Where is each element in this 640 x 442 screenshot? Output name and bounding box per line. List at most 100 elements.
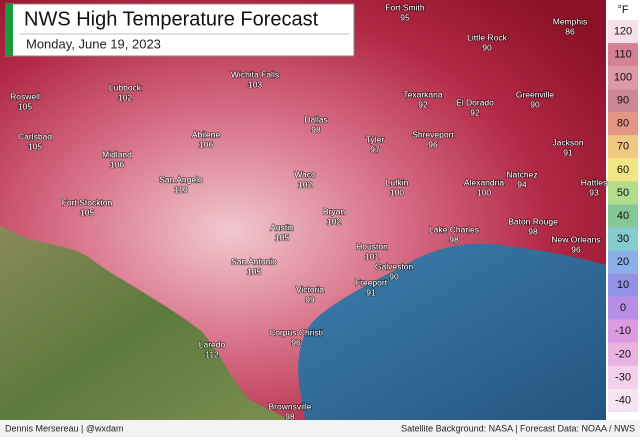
city-name: El Dorado <box>456 97 494 107</box>
legend-swatch <box>608 158 638 182</box>
legend-tick-label: 80 <box>617 118 629 130</box>
footer-author: Dennis Mersereau | @wxdam <box>5 423 124 433</box>
city-name: San Angelo <box>159 174 203 184</box>
city-name: New Orleans <box>551 234 600 244</box>
city-temperature: 102 <box>298 179 312 189</box>
city-name: Houston <box>356 241 388 251</box>
city-temperature: 102 <box>118 92 132 102</box>
city-temperature: 93 <box>589 187 599 197</box>
city-name: Wichita Falls <box>231 69 279 79</box>
city-name: Waco <box>294 169 316 179</box>
city-name: Hattles <box>581 177 607 187</box>
city-name: Bryan <box>323 206 345 216</box>
legend-tick-label: 10 <box>617 279 629 291</box>
legend-swatch <box>608 365 638 389</box>
city-temperature: 98 <box>528 226 538 236</box>
city-temperature: 103 <box>248 79 262 89</box>
city-temperature: 98 <box>285 411 295 421</box>
title-box <box>5 3 355 57</box>
legend-tick-label: -30 <box>615 371 631 383</box>
city-name: Little Rock <box>467 32 507 42</box>
legend-swatch <box>608 227 638 251</box>
city-temperature: 90 <box>389 271 399 281</box>
city-temperature: 91 <box>366 287 376 297</box>
city-temperature: 96 <box>291 337 301 347</box>
city-name: Freeport <box>355 277 388 287</box>
city-temperature: 98 <box>449 234 459 244</box>
city-name: Roswell <box>10 91 40 101</box>
legend-tick-label: -10 <box>615 325 631 337</box>
city-temperature: 99 <box>305 294 315 304</box>
legend-swatch <box>608 181 638 205</box>
legend-swatch <box>608 66 638 90</box>
legend-tick-label: 40 <box>617 210 629 222</box>
mexico <box>0 225 290 420</box>
legend-tick-label: 0 <box>620 302 626 314</box>
city-name: Alexandria <box>464 177 504 187</box>
city-temperature: 101 <box>365 251 379 261</box>
title-accent <box>6 4 13 56</box>
city-name: Memphis <box>553 16 587 26</box>
city-temperature: 90 <box>482 42 492 52</box>
city-name: Victoria <box>296 284 324 294</box>
legend-unit: °F <box>617 4 628 16</box>
city-name: Fort Stockton <box>62 197 113 207</box>
city-name: Lufkin <box>386 177 409 187</box>
city-name: Fort Smith <box>385 2 424 12</box>
legend-swatch <box>608 296 638 320</box>
legend-swatch <box>608 250 638 274</box>
legend-tick-label: -40 <box>615 394 631 406</box>
city-name: Baton Rouge <box>508 216 558 226</box>
city-temperature: 90 <box>530 99 540 109</box>
city-temperature: 96 <box>428 139 438 149</box>
city-temperature: 105 <box>18 101 32 111</box>
city-temperature: 105 <box>28 141 42 151</box>
legend-tick-label: 120 <box>614 25 632 37</box>
legend-tick-label: 50 <box>617 187 629 199</box>
city-temperature: 105 <box>247 266 261 276</box>
legend-swatch <box>608 319 638 343</box>
city-temperature: 106 <box>110 159 124 169</box>
city-name: Brownsville <box>269 401 312 411</box>
city-name: Dallas <box>304 114 328 124</box>
legend-swatch <box>608 204 638 228</box>
city-name: Carlsbad <box>18 131 52 141</box>
city-temperature: 96 <box>571 244 581 254</box>
city-temperature: 100 <box>390 187 404 197</box>
city-temperature: 102 <box>327 216 341 226</box>
legend-swatch <box>608 20 638 44</box>
city-name: Midland <box>102 149 132 159</box>
city-name: Laredo <box>199 339 226 349</box>
city-name: Lake Charles <box>429 224 479 234</box>
city-temperature: 105 <box>80 207 94 217</box>
city-temperature: 92 <box>418 99 428 109</box>
legend-swatch <box>608 43 638 67</box>
legend-tick-label: 20 <box>617 256 629 268</box>
legend-swatch <box>608 342 638 366</box>
gulf-of-mexico <box>298 243 606 420</box>
legend-swatch <box>608 112 638 136</box>
city-temperature: 106 <box>199 139 213 149</box>
subtitle: Monday, June 19, 2023 <box>26 36 161 51</box>
city-temperature: 92 <box>470 107 480 117</box>
city-temperature: 98 <box>311 124 321 134</box>
legend-tick-label: 90 <box>617 95 629 107</box>
footer-bar <box>0 420 640 437</box>
city-temperature: 105 <box>275 232 289 242</box>
city-name: Austin <box>270 222 294 232</box>
city-temperature: 112 <box>205 349 219 359</box>
city-name: Texarkana <box>403 89 442 99</box>
city-temperature: 86 <box>565 26 575 36</box>
legend-tick-label: 70 <box>617 141 629 153</box>
legend-tick-label: -20 <box>615 348 631 360</box>
city-name: Greenville <box>516 89 555 99</box>
legend-tick-label: 100 <box>614 72 632 84</box>
city-temperature: 110 <box>174 184 188 194</box>
footer-credits: Satellite Background: NASA | Forecast Da… <box>401 423 635 433</box>
city-name: Abilene <box>192 129 221 139</box>
legend-swatch <box>608 273 638 297</box>
city-name: Galveston <box>375 261 414 271</box>
city-name: San Antonio <box>231 256 277 266</box>
city-name: Corpus Christi <box>269 327 323 337</box>
